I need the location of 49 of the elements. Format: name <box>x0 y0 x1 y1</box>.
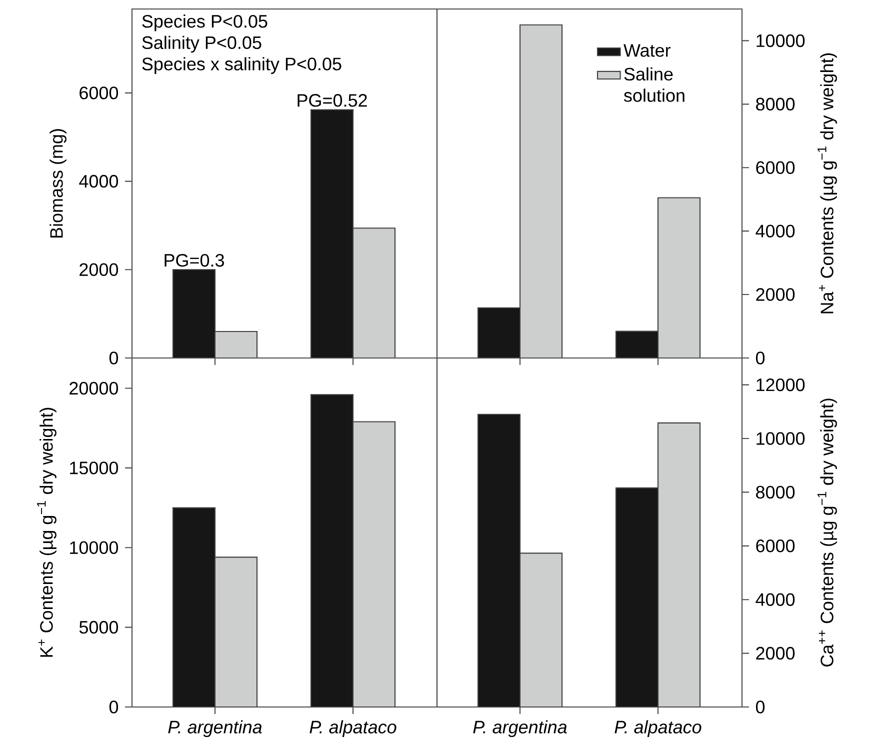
bar <box>172 269 216 358</box>
bar <box>615 487 659 707</box>
y2-axis-title: Ca$^{++}$ Contents (µg g$^{−1}$ dry weight) <box>818 398 837 667</box>
x-tick-label: P. alpataco <box>614 720 702 738</box>
bar <box>310 394 354 707</box>
y2-tick-label: 6000 <box>756 161 795 174</box>
bar <box>519 552 563 707</box>
y-tick-label: 15000 <box>70 462 118 474</box>
bar <box>310 109 354 358</box>
y-axis-title: Biomass (mg) <box>50 129 66 238</box>
y-tick-label: 4000 <box>79 174 118 188</box>
y-axis-title: K$^{+}$ Contents (µg g$^{−1}$ dry weight) <box>37 408 56 657</box>
y2-axis-title: Na$^{+}$ Contents (µg g$^{−1}$ dry weight) <box>818 53 837 314</box>
x-tick-label: P. argentina <box>473 720 567 738</box>
bar <box>214 556 258 707</box>
bar <box>172 507 216 707</box>
y-tick-label: 0 <box>109 352 118 364</box>
y2-tick-label: 6000 <box>756 540 795 552</box>
y-tick-label: 20000 <box>70 382 118 395</box>
y2-tick-label: 8000 <box>756 486 795 499</box>
y2-tick-label: 12000 <box>756 378 805 392</box>
y2-tick-label: 2000 <box>756 646 795 660</box>
annotation: Species P<0.05 <box>142 14 268 32</box>
bar <box>657 422 701 707</box>
y2-tick-label: 2000 <box>756 288 795 301</box>
annotation: Species x salinity P<0.05 <box>142 57 342 74</box>
legend-label: Saline solution <box>624 67 684 102</box>
legend-label: Water <box>624 44 671 57</box>
y2-tick-label: 4000 <box>756 593 795 606</box>
bar <box>477 414 521 707</box>
y-tick-label: 2000 <box>80 263 118 276</box>
y2-tick-label: 8000 <box>756 98 795 111</box>
x-tick-label: P. argentina <box>168 720 262 738</box>
y2-tick-label: 10000 <box>756 432 805 445</box>
y-tick-label: 10000 <box>70 541 118 554</box>
x-tick-label: P. alpataco <box>310 720 396 738</box>
bar <box>352 421 396 707</box>
y-tick-label: 6000 <box>80 86 118 100</box>
bar <box>477 307 521 358</box>
y-tick-label: 0 <box>109 700 118 714</box>
y2-tick-label: 4000 <box>756 224 795 238</box>
y2-tick-label: 0 <box>756 352 765 364</box>
y2-tick-label: 10000 <box>756 34 805 48</box>
y2-tick-label: 0 <box>756 700 765 714</box>
annotation: PG=0.3 <box>164 254 224 267</box>
bar <box>615 330 659 358</box>
annotation: Salinity P<0.05 <box>142 36 262 53</box>
y-tick-label: 5000 <box>79 620 118 634</box>
annotation: PG=0.52 <box>298 94 367 107</box>
